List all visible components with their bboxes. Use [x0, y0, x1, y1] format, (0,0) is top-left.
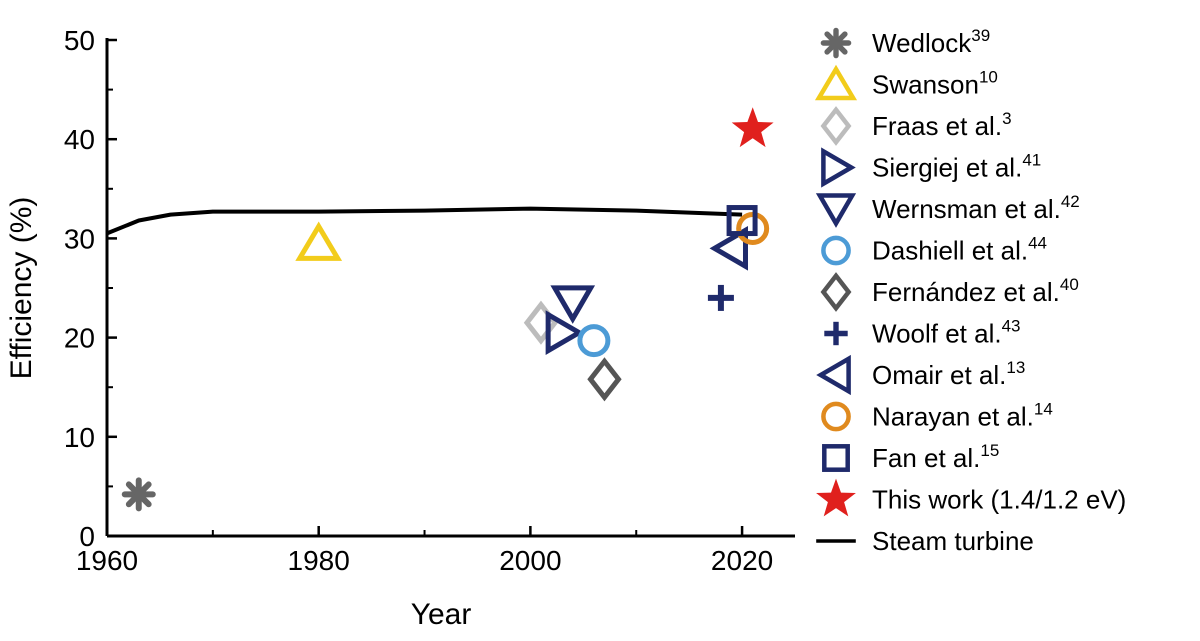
- legend-item-fan-et-al: Fan et al.15: [822, 441, 999, 473]
- legend-marker-wernsman-et-al: [815, 193, 857, 228]
- legend-name: Steam turbine: [872, 526, 1034, 556]
- legend-marker-this-work-1-4-1-2-ev: [816, 478, 856, 517]
- legend-ref: 44: [1028, 234, 1047, 253]
- legend-item-this-work-1-4-1-2-ev: This work (1.4/1.2 eV): [816, 478, 1126, 517]
- legend-ref: 15: [980, 441, 999, 460]
- legend-item-omair-et-al: Omair et al.13: [816, 354, 1025, 396]
- data-point-fan-et-al: [726, 205, 758, 237]
- data-point-swanson: [295, 221, 343, 261]
- legend-marker-siergiej-et-al: [821, 147, 856, 188]
- data-point-omair-et-al: [709, 225, 748, 271]
- legend-marker-swanson: [814, 64, 858, 101]
- legend-item-wernsman-et-al: Wernsman et al.42: [815, 192, 1080, 228]
- data-point-fern-ndez-et-al: [587, 357, 622, 402]
- legend-name: Narayan et al.: [872, 402, 1034, 432]
- y-axis-label: Efficiency (%): [5, 197, 38, 380]
- y-tick-label: 10: [64, 422, 95, 453]
- legend-marker-fraas-et-al: [820, 106, 852, 146]
- legend-item-swanson: Swanson10: [814, 64, 998, 101]
- legend-ref: 43: [1002, 317, 1021, 336]
- legend-name: Siergiej et al.: [872, 153, 1022, 183]
- legend-ref: 42: [1061, 192, 1080, 211]
- steam-turbine-line-layer: [106, 206, 743, 236]
- legend-name: Swanson: [872, 70, 979, 100]
- legend-label: Wedlock39: [872, 26, 990, 58]
- legend-label: Siergiej et al.41: [872, 151, 1041, 183]
- legend-name: Fernández et al.: [872, 277, 1060, 307]
- data-point-wedlock: [121, 477, 156, 512]
- legend-label: Wernsman et al.42: [872, 192, 1080, 224]
- legend-ref: 39: [971, 26, 990, 45]
- legend-label: Dashiell et al.44: [872, 234, 1047, 266]
- legend-name: Dashiell et al.: [872, 236, 1028, 266]
- legend-ref: 3: [1002, 109, 1011, 128]
- legend-name: Woolf et al.: [872, 319, 1002, 349]
- chart-axes: 0 10 20 30 40 50 1960 1980 2000 2020: [64, 25, 795, 576]
- y-tick-label: 20: [64, 323, 95, 354]
- y-tick-label: 0: [79, 521, 95, 552]
- data-point-fraas-et-al: [523, 300, 559, 345]
- legend-marker-dashiell-et-al: [821, 235, 851, 266]
- legend-name: Fan et al.: [872, 443, 980, 473]
- legend-name: Wedlock: [872, 28, 972, 58]
- data-markers: [121, 107, 774, 512]
- legend: Wedlock39 Swanson10 Fraas et al.3 Siergiej …: [814, 26, 1126, 556]
- legend-name: This work (1.4/1.2 eV): [872, 485, 1126, 515]
- y-tick-label: 30: [64, 223, 95, 254]
- legend-label: Swanson10: [872, 68, 998, 100]
- legend-item-narayan-et-al: Narayan et al.14: [821, 400, 1053, 432]
- legend-marker-fern-ndez-et-al: [820, 272, 852, 312]
- legend-marker-fan-et-al: [822, 444, 850, 472]
- legend-label: Woolf et al.43: [872, 317, 1021, 349]
- legend-ref: 14: [1034, 400, 1053, 419]
- legend-item-woolf-et-al: Woolf et al.43: [824, 317, 1021, 349]
- legend-item-siergiej-et-al: Siergiej et al.41: [821, 147, 1041, 188]
- data-point-wernsman-et-al: [550, 285, 596, 324]
- legend-label: Fraas et al.3: [872, 109, 1012, 141]
- data-point-dashiell-et-al: [577, 324, 611, 358]
- legend-label: This work (1.4/1.2 eV): [872, 485, 1126, 515]
- legend-marker-omair-et-al: [816, 354, 851, 396]
- legend-item-fern-ndez-et-al: Fernández et al.40: [820, 272, 1079, 312]
- legend-ref: 10: [979, 68, 998, 87]
- legend-marker-woolf-et-al: [824, 321, 848, 346]
- x-tick-label: 2020: [711, 545, 773, 576]
- legend-ref: 40: [1060, 275, 1079, 294]
- legend-label: Fernández et al.40: [872, 275, 1079, 307]
- legend-name: Fraas et al.: [872, 111, 1002, 141]
- data-point-siergiej-et-al: [545, 310, 585, 355]
- legend-item-wedlock: Wedlock39: [820, 26, 990, 59]
- x-tick-label: 2000: [499, 545, 561, 576]
- legend-ref: 41: [1022, 151, 1041, 170]
- legend-label: Omair et al.13: [872, 358, 1025, 390]
- legend-name: Omair et al.: [872, 360, 1006, 390]
- legend-item-steam-turbine: Steam turbine: [816, 526, 1034, 556]
- steam-turbine-line: [106, 206, 743, 236]
- legend-name: Wernsman et al.: [872, 194, 1061, 224]
- legend-label: Narayan et al.14: [872, 400, 1053, 432]
- legend-item-fraas-et-al: Fraas et al.3: [820, 106, 1012, 146]
- legend-label: Steam turbine: [872, 526, 1034, 556]
- legend-item-dashiell-et-al: Dashiell et al.44: [821, 234, 1047, 266]
- legend-ref: 13: [1006, 358, 1025, 377]
- data-point-this-work-1-4-1-2-ev: [731, 107, 774, 148]
- data-point-woolf-et-al: [707, 284, 734, 311]
- y-tick-label: 50: [64, 25, 95, 56]
- legend-label: Fan et al.15: [872, 441, 999, 473]
- x-axis-label: Year: [411, 598, 472, 631]
- x-tick-label: 1980: [288, 545, 350, 576]
- legend-marker-wedlock: [820, 27, 852, 59]
- x-tick-label: 1960: [76, 545, 138, 576]
- legend-marker-narayan-et-al: [821, 401, 851, 432]
- y-tick-label: 40: [64, 124, 95, 155]
